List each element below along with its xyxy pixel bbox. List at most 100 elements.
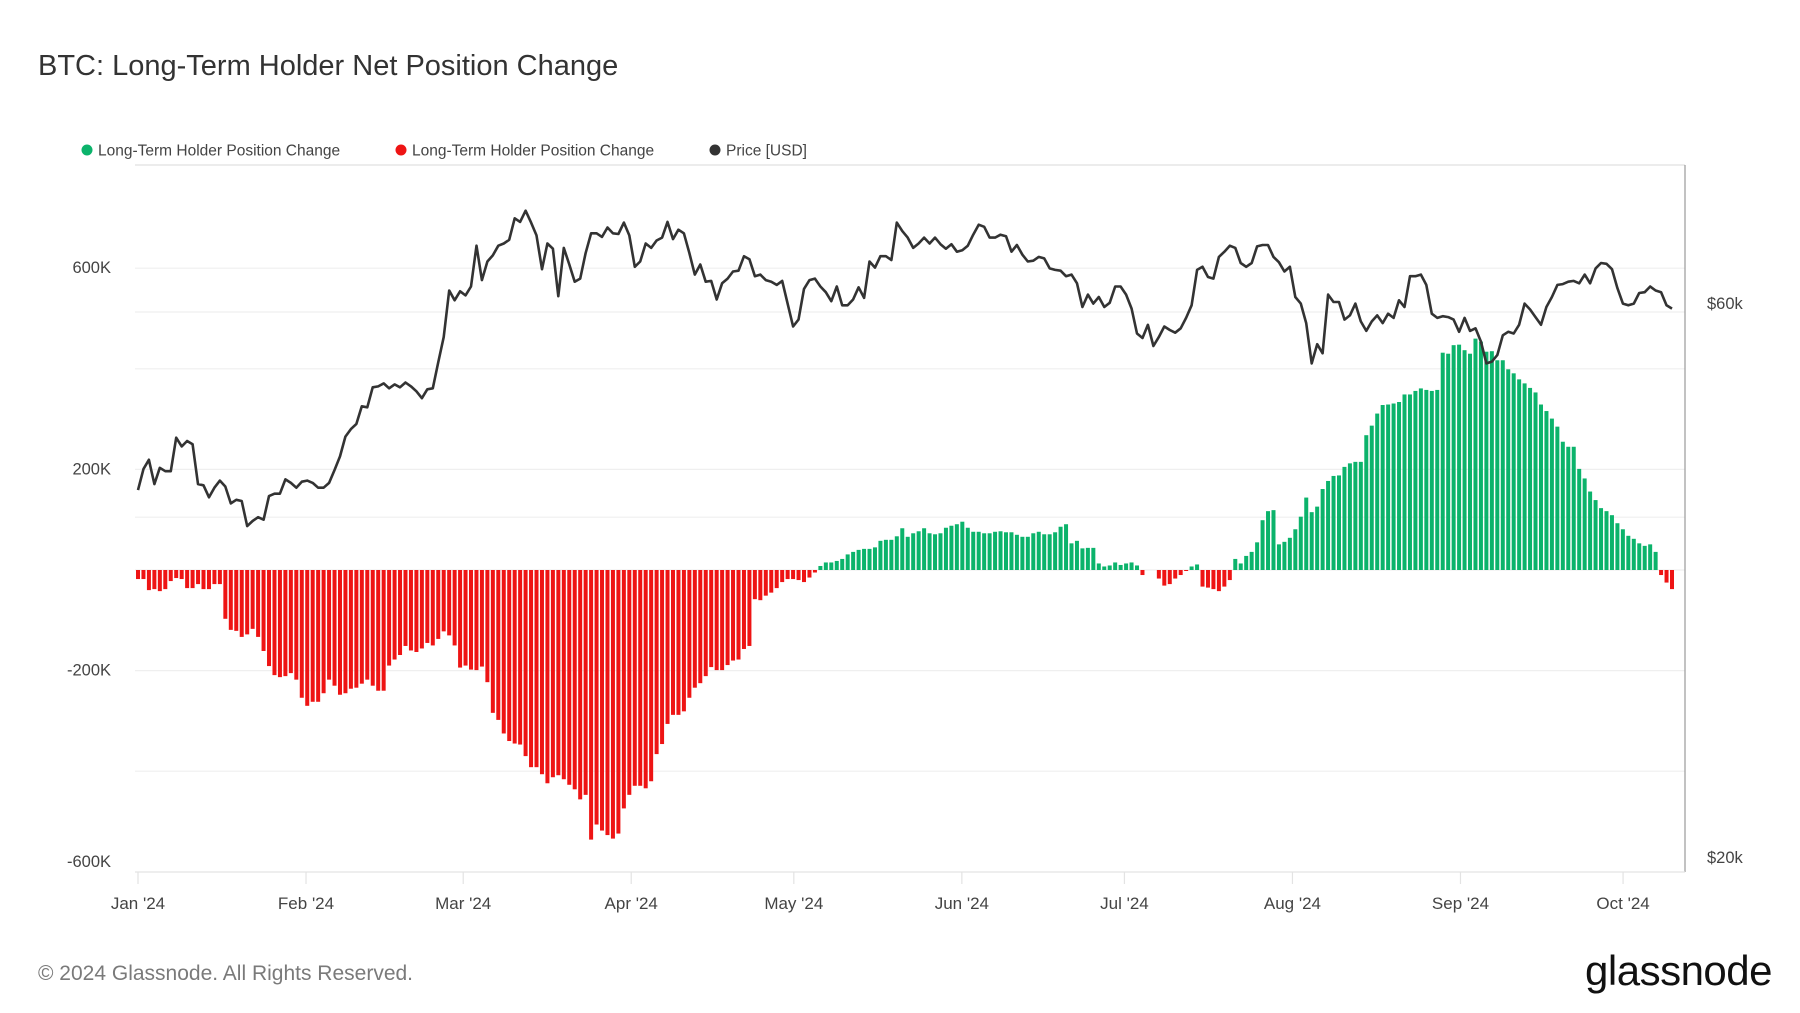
- left-axis-tick-label: -200K: [67, 662, 111, 680]
- right-axis-tick-label: $60k: [1707, 295, 1744, 313]
- bar-negative: [403, 570, 408, 646]
- bar-positive: [1555, 426, 1560, 570]
- bar-negative: [245, 570, 250, 635]
- bar-positive: [1129, 562, 1134, 570]
- bar-negative: [539, 570, 544, 775]
- legend-item-positive[interactable]: Long-Term Holder Position Change: [81, 143, 341, 160]
- bar-negative: [1140, 570, 1145, 576]
- bar-negative: [359, 570, 364, 684]
- bar-negative: [414, 570, 419, 652]
- bar-positive: [1342, 466, 1347, 570]
- bar-positive: [933, 534, 938, 570]
- bar-positive: [1249, 551, 1254, 570]
- bar-negative: [556, 570, 561, 776]
- bar-positive: [905, 536, 910, 570]
- bar-positive: [1058, 526, 1063, 570]
- bar-negative: [725, 570, 730, 666]
- bar-positive: [1560, 441, 1565, 570]
- bar-negative: [1670, 570, 1674, 590]
- bar-negative: [146, 570, 151, 591]
- bar-positive: [1298, 516, 1303, 570]
- right-axis-tick-label: $20k: [1707, 849, 1744, 867]
- bar-positive: [1648, 544, 1653, 570]
- right-axis: $60k $20k: [1707, 295, 1744, 867]
- bar-positive: [1003, 532, 1008, 570]
- bar-negative: [217, 570, 222, 585]
- bar-positive: [1495, 360, 1500, 570]
- bar-negative: [567, 570, 572, 785]
- bar-negative: [638, 570, 643, 786]
- bar-positive: [1517, 379, 1522, 570]
- bar-positive: [1031, 533, 1036, 570]
- bar-negative: [1227, 570, 1232, 581]
- bar-negative: [1162, 570, 1167, 586]
- bar-negative: [376, 570, 381, 691]
- bar-negative: [261, 570, 266, 651]
- bar-positive: [1304, 497, 1309, 570]
- bar-positive: [1418, 388, 1423, 570]
- bar-negative: [490, 570, 495, 713]
- bar-positive: [987, 533, 992, 570]
- bar-positive: [1091, 547, 1096, 570]
- bar-positive: [1506, 369, 1511, 570]
- bar-positive: [982, 533, 987, 570]
- bar-positive: [1025, 536, 1030, 570]
- bar-positive: [1424, 389, 1429, 570]
- bar-negative: [523, 570, 528, 757]
- bar-negative: [283, 570, 288, 677]
- bar-positive: [1571, 446, 1576, 570]
- bar-positive: [1347, 463, 1352, 570]
- bar-negative: [474, 570, 479, 671]
- bar-positive: [1653, 551, 1658, 570]
- bar-negative: [430, 570, 435, 646]
- price-line: [136, 209, 1673, 528]
- bar-negative: [747, 570, 752, 646]
- bar-positive: [1353, 461, 1358, 570]
- bar-positive: [954, 524, 959, 570]
- bar-negative: [381, 570, 386, 691]
- bar-negative: [621, 570, 626, 809]
- bar-negative: [578, 570, 583, 800]
- bar-negative: [703, 570, 708, 677]
- bar-negative: [141, 570, 146, 580]
- bar-positive: [1391, 403, 1396, 570]
- bar-negative: [720, 570, 725, 671]
- bar-positive: [1271, 510, 1276, 570]
- bar-negative: [676, 570, 681, 715]
- bar-positive: [1446, 353, 1451, 570]
- bar-negative: [643, 570, 648, 789]
- bar-positive: [1364, 435, 1369, 570]
- bar-negative: [272, 570, 277, 676]
- legend-item-price[interactable]: Price [USD]: [709, 143, 807, 160]
- bar-positive: [1533, 392, 1538, 570]
- bar-negative: [780, 570, 785, 583]
- bar-positive: [1255, 542, 1260, 570]
- bar-positive: [1435, 389, 1440, 570]
- bar-positive: [862, 548, 867, 570]
- bar-positive: [1588, 491, 1593, 570]
- bar-negative: [518, 570, 523, 745]
- bar-negative: [163, 570, 168, 590]
- bar-positive: [1615, 523, 1620, 570]
- legend-marker-red-icon: [395, 144, 407, 156]
- bar-negative: [731, 570, 736, 661]
- legend-item-negative[interactable]: Long-Term Holder Position Change: [395, 143, 655, 160]
- bar-negative: [267, 570, 272, 667]
- bar-negative: [692, 570, 697, 688]
- bar-negative: [627, 570, 632, 795]
- bar-negative: [610, 570, 615, 839]
- bar-negative: [1156, 570, 1161, 579]
- x-axis-tick-label: Aug '24: [1264, 894, 1321, 913]
- x-axis-tick-label: Jun '24: [935, 894, 989, 913]
- legend-label: Price [USD]: [726, 143, 807, 160]
- legend-marker-green-icon: [81, 144, 93, 156]
- bar-negative: [310, 570, 315, 702]
- bar-positive: [1642, 545, 1647, 570]
- bar-negative: [501, 570, 506, 734]
- bar-positive: [1631, 538, 1636, 570]
- bar-negative: [605, 570, 610, 836]
- bar-positive: [1429, 390, 1434, 570]
- bar-positive: [1413, 390, 1418, 570]
- bar-negative: [769, 570, 774, 593]
